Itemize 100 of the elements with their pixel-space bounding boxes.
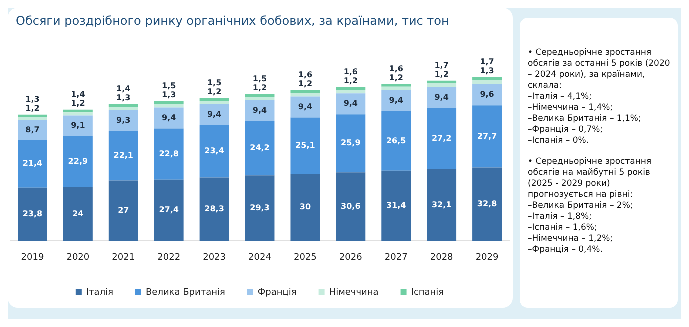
- data-label: 1,6: [389, 64, 404, 74]
- bar: [427, 169, 457, 242]
- bar: [336, 172, 366, 242]
- legend-label: Італія: [86, 288, 114, 298]
- bar: [108, 180, 138, 242]
- bar: [108, 110, 138, 132]
- x-tick-label: 2023: [203, 252, 226, 263]
- bar: [200, 98, 230, 101]
- bar: [154, 101, 184, 104]
- data-label: 27,7: [477, 132, 498, 141]
- data-label: 8,7: [26, 125, 40, 134]
- x-tick-label: 2027: [384, 252, 408, 263]
- data-label: 1,6: [344, 67, 358, 76]
- x-tick-label: 2024: [248, 252, 272, 263]
- data-label: 22,1: [114, 151, 134, 160]
- data-label: 9,4: [207, 110, 222, 119]
- text: • Середньорічне зростання обсягів за останні 5 років (2020 – 2024 роки), за країнами, склала: –Італія – 4,1%; –Німеччина – 1,4%; –Велика Британія – 1,1%; –Франція – 0,7%; –Іспанія – 0%.: [528, 48, 670, 146]
- data-label: 25,1: [296, 140, 316, 150]
- bar: [200, 100, 230, 104]
- bar: [382, 112, 412, 171]
- data-label: 24: [72, 209, 84, 218]
- bar: [427, 80, 457, 84]
- data-label: 1,2: [434, 70, 449, 79]
- data-label: 29,3: [250, 203, 270, 212]
- data-label: 1,2: [298, 80, 313, 89]
- bar: [427, 84, 457, 88]
- data-label: 1,7: [480, 58, 494, 67]
- data-label: 21,4: [22, 159, 44, 168]
- data-label: 27,2: [432, 134, 452, 143]
- data-label: 1,4: [71, 90, 86, 100]
- data-label: 28,3: [204, 204, 224, 214]
- data-label: 1,2: [71, 99, 86, 108]
- data-label: 23,4: [204, 146, 225, 156]
- bar: [336, 90, 366, 94]
- x-tick-label: 2026: [339, 252, 363, 263]
- bar: [18, 118, 48, 120]
- bar: [472, 80, 502, 84]
- data-label: 1,5: [252, 74, 268, 84]
- bar: [245, 121, 275, 176]
- data-label: 1,3: [162, 90, 176, 100]
- x-tick-label: 2019: [21, 252, 44, 263]
- legend-label: Велика Британія: [146, 288, 226, 298]
- data-label: 1,2: [389, 73, 404, 82]
- data-label: 31,4: [386, 201, 407, 210]
- bar: [63, 110, 93, 113]
- data-label: 1,5: [162, 82, 177, 90]
- bar: [245, 100, 275, 122]
- bar: [63, 136, 93, 188]
- legend-label: Франція: [258, 288, 297, 298]
- x-tick-label: 2029: [476, 252, 499, 263]
- data-label: 32,1: [432, 200, 452, 210]
- data-label: 22,9: [68, 156, 88, 166]
- bar: [63, 187, 93, 242]
- data-label: 26,5: [386, 136, 407, 146]
- x-tick-label: 2022: [158, 252, 181, 263]
- bar: [245, 94, 275, 97]
- bar: [108, 131, 138, 181]
- data-label: 9,4: [434, 92, 450, 102]
- bar: [472, 106, 502, 168]
- data-label: 9,1: [71, 121, 86, 130]
- bar: [245, 176, 275, 242]
- bar: [290, 93, 320, 97]
- legend-label: Німеччина: [329, 288, 379, 298]
- data-label: 24,2: [250, 144, 270, 153]
- legend-label: Іспанія: [411, 288, 444, 298]
- bar: [245, 96, 275, 100]
- bar: [427, 108, 457, 170]
- bar: [382, 170, 412, 242]
- bar: [382, 84, 412, 87]
- bar: [18, 120, 48, 140]
- data-label: 9,6: [480, 90, 495, 100]
- data-label: 25,9: [341, 138, 362, 148]
- bar: [18, 188, 48, 242]
- bar: [472, 84, 502, 106]
- data-label: 9,3: [116, 116, 131, 125]
- data-label: 1,3: [116, 93, 131, 102]
- bar: [290, 90, 320, 94]
- data-label: 1,5: [207, 78, 222, 88]
- bar: [336, 114, 366, 173]
- chart-title: Обсяги роздрібного ринку органічних бобових, за країнами, тис тон: [16, 14, 450, 28]
- data-label: 9,4: [162, 113, 177, 122]
- data-label: 9,4: [344, 99, 358, 108]
- data-label: 27,4: [159, 206, 180, 215]
- data-label: 1,2: [207, 87, 222, 96]
- bar: [200, 125, 230, 178]
- data-label: 1,4: [116, 84, 132, 94]
- bar: [290, 96, 320, 118]
- data-label: 1,2: [252, 83, 268, 92]
- data-label: 1,3: [26, 94, 40, 104]
- bar: [472, 77, 502, 80]
- data-label: 1,2: [26, 104, 40, 113]
- bar: [18, 114, 48, 118]
- data-label: 30,6: [341, 202, 362, 212]
- x-tick-label: 2020: [66, 252, 90, 263]
- bar: [154, 128, 184, 180]
- data-label: 9,4: [298, 102, 313, 112]
- data-label: 1,7: [434, 60, 449, 70]
- data-label: 1,2: [344, 76, 358, 86]
- data-label: 30: [300, 202, 312, 212]
- bar: [382, 90, 412, 112]
